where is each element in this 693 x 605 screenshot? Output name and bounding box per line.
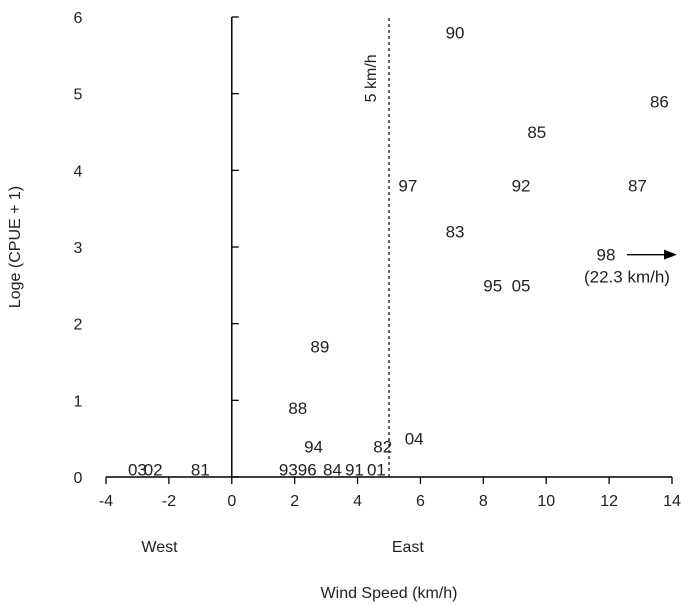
data-point-label: 90 bbox=[446, 23, 465, 42]
data-point-label: 82 bbox=[373, 437, 392, 456]
data-point-label: 91 bbox=[345, 460, 364, 479]
x-axis-title: Wind Speed (km/h) bbox=[321, 585, 458, 602]
data-point-label: 81 bbox=[191, 460, 210, 479]
data-point-label: 96 bbox=[298, 460, 317, 479]
offscale-point: 98 (22.3 km/h) bbox=[584, 246, 677, 287]
data-point-label: 89 bbox=[310, 338, 329, 357]
reference-line-label: 5 km/h bbox=[363, 54, 380, 102]
x-tick-label: 6 bbox=[416, 493, 425, 510]
y-tick-label: 4 bbox=[74, 163, 83, 180]
x-tick-label: 2 bbox=[290, 493, 299, 510]
x-tick-label: 12 bbox=[600, 493, 618, 510]
y-axis-ticks: 0 1 2 3 4 5 6 bbox=[74, 10, 239, 487]
y-tick-label: 0 bbox=[74, 470, 83, 487]
data-point-label: 05 bbox=[512, 276, 531, 295]
x-tick-label: 4 bbox=[353, 493, 362, 510]
data-point-label: 94 bbox=[304, 437, 323, 456]
x-axis-ticks: -4 -2 0 2 4 6 8 10 12 14 bbox=[99, 477, 681, 510]
data-point-label: 86 bbox=[650, 92, 669, 111]
y-axis-title: Loge (CPUE + 1) bbox=[7, 186, 24, 308]
data-point-label: 83 bbox=[446, 223, 465, 242]
y-tick-label: 1 bbox=[74, 393, 83, 410]
x-tick-label: -2 bbox=[162, 493, 176, 510]
west-label: West bbox=[141, 539, 178, 556]
data-point-label: 97 bbox=[398, 177, 417, 196]
y-tick-label: 3 bbox=[74, 240, 83, 257]
data-point-label: 03 bbox=[128, 460, 147, 479]
x-tick-label: 10 bbox=[537, 493, 555, 510]
data-point-label: 87 bbox=[628, 177, 647, 196]
data-point-label: 85 bbox=[527, 123, 546, 142]
y-tick-label: 5 bbox=[74, 87, 83, 104]
data-point-label: 84 bbox=[323, 460, 342, 479]
east-label: East bbox=[392, 539, 425, 556]
data-point-label: 93 bbox=[279, 460, 298, 479]
data-point-label: 88 bbox=[288, 399, 307, 418]
arrow-head-icon bbox=[664, 249, 677, 260]
x-tick-label: -4 bbox=[99, 493, 113, 510]
data-point-label: 92 bbox=[512, 177, 531, 196]
y-tick-label: 2 bbox=[74, 317, 83, 334]
x-tick-label: 14 bbox=[663, 493, 681, 510]
data-point-label: 04 bbox=[405, 430, 424, 449]
offscale-point-note: (22.3 km/h) bbox=[584, 268, 670, 287]
y-tick-label: 6 bbox=[74, 10, 83, 27]
data-point-label: 01 bbox=[367, 460, 386, 479]
data-point-label: 02 bbox=[144, 460, 163, 479]
data-point-label: 95 bbox=[483, 276, 502, 295]
offscale-point-label: 98 bbox=[597, 246, 616, 265]
x-tick-label: 0 bbox=[227, 493, 236, 510]
x-tick-label: 8 bbox=[479, 493, 488, 510]
